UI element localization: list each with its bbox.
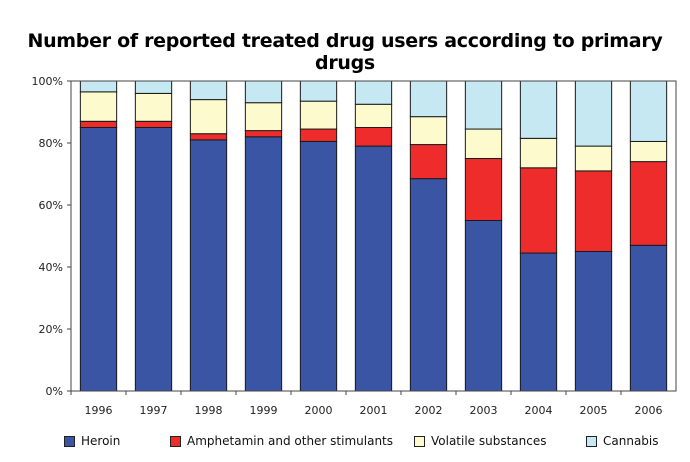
- bar-segment-heroin-1999: [244, 136, 283, 392]
- bar-segment-cannabis-2002: [409, 80, 448, 118]
- y-tick-label: 60%: [39, 199, 63, 212]
- bar-segment-cannabis-2001: [354, 80, 393, 105]
- bar-segment-volatile-substances-2005: [574, 145, 613, 172]
- bar-segment-amphetamin-and-other-stimulants-1998: [189, 133, 228, 141]
- legend-item-cannabis: Cannabis: [586, 430, 659, 452]
- bar-segment-heroin-2003: [464, 220, 503, 392]
- bar-segment-cannabis-1996: [79, 80, 118, 93]
- y-axis-ticks: 0% 20% 40% 60% 80% 100%: [32, 75, 71, 398]
- x-tick-label: 2001: [360, 404, 388, 417]
- bar-segment-volatile-substances-2001: [354, 103, 393, 128]
- x-tick-label: 1996: [85, 404, 113, 417]
- legend-label: Heroin: [81, 434, 121, 448]
- bar-segment-volatile-substances-2000: [299, 100, 338, 130]
- legend-item-volatile-substances: Volatile substances: [414, 430, 547, 452]
- bar-segment-cannabis-1997: [134, 80, 173, 94]
- bar-segment-volatile-substances-1999: [244, 102, 283, 132]
- bar-segment-heroin-2005: [574, 251, 613, 392]
- bar-segment-cannabis-2004: [519, 80, 558, 139]
- bar-segment-amphetamin-and-other-stimulants-2002: [409, 144, 448, 180]
- y-tick-label: 100%: [32, 75, 63, 88]
- x-tick-label: 2003: [470, 404, 498, 417]
- bar-segment-amphetamin-and-other-stimulants-1999: [244, 130, 283, 138]
- bar-segment-heroin-2004: [519, 252, 558, 392]
- plot-area-frame: [70, 80, 677, 392]
- x-axis-tick-labels: 1996 1997 1998 1999 2000 2001 2002 2003 2004 2005…: [70, 391, 663, 417]
- x-tick-label: 2005: [580, 404, 608, 417]
- bar-segment-cannabis-2003: [464, 80, 503, 130]
- bar-segment-amphetamin-and-other-stimulants-1997: [134, 120, 173, 129]
- bar-segment-cannabis-2000: [299, 80, 338, 102]
- bar-segment-amphetamin-and-other-stimulants-1996: [79, 120, 118, 129]
- x-tick-label: 2004: [525, 404, 553, 417]
- legend-label: Cannabis: [603, 434, 659, 448]
- x-tick-label: 1998: [195, 404, 223, 417]
- x-tick-label: 2000: [305, 404, 333, 417]
- legend-label: Volatile substances: [431, 434, 547, 448]
- legend-label: Amphetamin and other stimulants: [187, 434, 394, 448]
- bar-segment-volatile-substances-1997: [134, 92, 173, 122]
- bar-segment-heroin-2000: [299, 140, 338, 392]
- bar-segment-heroin-2002: [409, 178, 448, 392]
- bar-segment-cannabis-2006: [629, 80, 668, 142]
- bar-segment-heroin-2006: [629, 244, 668, 392]
- legend-item-heroin: Heroin: [64, 430, 120, 452]
- legend-swatch: [414, 435, 425, 447]
- bar-segment-amphetamin-and-other-stimulants-2005: [574, 170, 613, 252]
- y-tick-label: 80%: [39, 137, 63, 150]
- bar-segment-volatile-substances-2003: [464, 128, 503, 160]
- bar-segment-cannabis-1999: [244, 80, 283, 104]
- bar-segment-amphetamin-and-other-stimulants-2004: [519, 167, 558, 254]
- bar-segment-heroin-2001: [354, 145, 393, 392]
- bar-segment-volatile-substances-1998: [189, 99, 228, 135]
- bar-segment-heroin-1998: [189, 139, 228, 392]
- bar-segment-volatile-substances-2002: [409, 116, 448, 146]
- legend-swatch: [170, 435, 181, 447]
- y-tick-label: 40%: [39, 261, 63, 274]
- x-tick-label: 1999: [250, 404, 278, 417]
- bar-segment-heroin-1997: [134, 127, 173, 392]
- bar-segment-cannabis-2005: [574, 80, 613, 147]
- legend-item-amphetamin-and-other-stimulants: Amphetamin and other stimulants: [170, 430, 393, 452]
- x-tick-label: 2006: [635, 404, 663, 417]
- bar-segment-amphetamin-and-other-stimulants-2001: [354, 127, 393, 147]
- y-tick-label: 0%: [46, 385, 63, 398]
- legend: Heroin Amphetamin and other stimulants Vol…: [64, 430, 684, 452]
- x-tick-label: 2002: [415, 404, 443, 417]
- bar-segment-amphetamin-and-other-stimulants-2003: [464, 158, 503, 221]
- y-tick-label: 20%: [39, 323, 63, 336]
- bar-segment-amphetamin-and-other-stimulants-2006: [629, 161, 668, 246]
- legend-swatch: [586, 435, 597, 447]
- bar-segment-cannabis-1998: [189, 80, 228, 101]
- bar-segment-volatile-substances-2006: [629, 140, 668, 163]
- bar-segment-amphetamin-and-other-stimulants-2000: [299, 128, 338, 142]
- chart-title: Number of reported treated drug users ac…: [27, 30, 663, 74]
- x-tick-label: 1997: [140, 404, 168, 417]
- legend-swatch: [64, 435, 75, 447]
- bar-segment-heroin-1996: [79, 127, 118, 392]
- bar-segment-volatile-substances-2004: [519, 137, 558, 169]
- bar-segment-volatile-substances-1996: [79, 91, 118, 122]
- bars: [79, 80, 668, 392]
